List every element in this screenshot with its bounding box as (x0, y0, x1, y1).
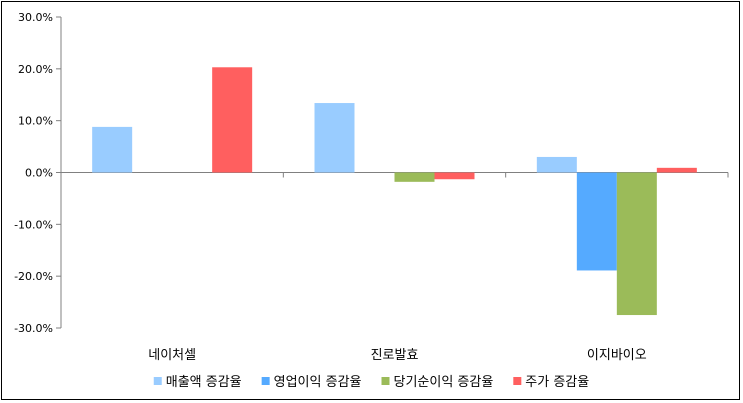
category-labels: 네이처셀 진로발효 이지바이오 (148, 348, 647, 363)
bar (394, 172, 435, 182)
bar (212, 67, 253, 173)
y-tick-label: -30.0% (14, 322, 53, 335)
y-tick-label: -10.0% (14, 218, 53, 231)
legend: 매출액 증감율 영업이익 증감율 당기순이익 증감율 주가 증감율 (153, 375, 589, 390)
bar (92, 126, 133, 173)
y-tick-label: 30.0% (18, 11, 53, 24)
y-tick-label: -20.0% (14, 270, 53, 283)
y-tick-labels: 30.0% 20.0% 10.0% 0.0% -10.0% -20.0% -30.0% (14, 11, 53, 335)
legend-swatch (513, 377, 522, 385)
y-tick-label: 10.0% (18, 115, 53, 128)
y-tick-label: 0.0% (25, 167, 53, 180)
legend-label: 매출액 증감율 (166, 375, 242, 390)
legend-label: 당기순이익 증감율 (394, 375, 494, 390)
bar (576, 172, 617, 271)
category-label: 이지바이오 (587, 348, 647, 363)
bars (92, 67, 697, 316)
y-tick-label: 20.0% (18, 63, 53, 76)
bar (536, 156, 577, 173)
bar (434, 172, 475, 180)
legend-label: 주가 증감율 (525, 375, 589, 390)
legend-swatch (261, 377, 270, 385)
legend-swatch (153, 377, 162, 385)
bar (656, 167, 697, 173)
bar (314, 103, 355, 173)
bar (616, 172, 657, 316)
legend-swatch (381, 377, 390, 385)
category-label: 진로발효 (371, 348, 419, 363)
legend-label: 영업이익 증감율 (274, 375, 362, 390)
category-label: 네이처셀 (148, 348, 196, 363)
